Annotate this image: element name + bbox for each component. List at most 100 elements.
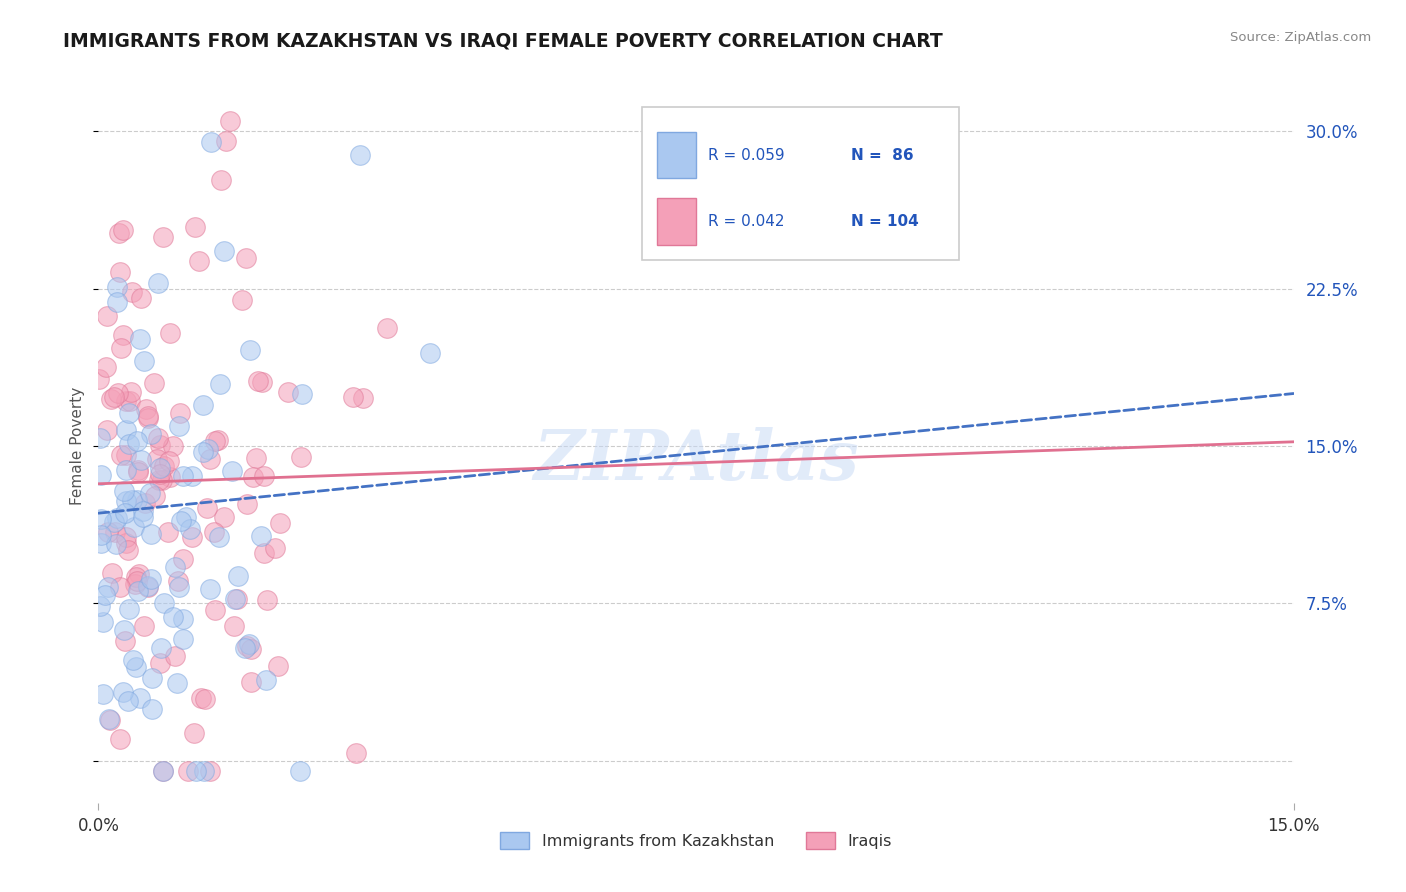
- Point: [191, 398, 214, 412]
- Point: [90, 467, 112, 482]
- Point: [209, 377, 232, 392]
- Point: [136, 580, 159, 594]
- Point: [132, 504, 155, 518]
- Point: [121, 492, 143, 507]
- Point: [118, 406, 141, 420]
- Point: [136, 579, 159, 593]
- Point: [120, 385, 142, 400]
- Text: ZIPAtlas: ZIPAtlas: [533, 426, 859, 494]
- Text: R = 0.042: R = 0.042: [709, 214, 785, 229]
- Bar: [657, 132, 696, 178]
- Point: [143, 489, 166, 503]
- Point: [235, 639, 257, 653]
- Text: N = 104: N = 104: [852, 214, 920, 229]
- Point: [124, 660, 146, 674]
- Point: [96, 309, 118, 323]
- Point: [127, 583, 149, 598]
- Point: [239, 343, 262, 358]
- Point: [127, 463, 149, 477]
- Point: [111, 685, 134, 699]
- Point: [146, 277, 169, 291]
- Point: [152, 764, 174, 779]
- Point: [105, 280, 128, 294]
- Point: [184, 219, 207, 234]
- Point: [148, 431, 170, 445]
- Point: [127, 434, 149, 449]
- Point: [157, 454, 180, 468]
- Point: [149, 438, 172, 452]
- Point: [233, 641, 256, 656]
- Point: [141, 702, 163, 716]
- Point: [105, 295, 128, 310]
- Point: [290, 764, 312, 779]
- Point: [149, 461, 172, 475]
- Text: Source: ZipAtlas.com: Source: ZipAtlas.com: [1230, 31, 1371, 45]
- Point: [124, 577, 146, 591]
- Point: [96, 424, 118, 438]
- Point: [115, 448, 138, 462]
- Point: [200, 135, 222, 149]
- Point: [291, 386, 314, 401]
- Point: [342, 390, 364, 404]
- Point: [136, 410, 159, 425]
- Point: [238, 637, 260, 651]
- Point: [212, 244, 235, 258]
- Point: [136, 409, 159, 423]
- Point: [110, 265, 132, 279]
- Point: [236, 497, 259, 511]
- Point: [153, 459, 176, 474]
- Point: [180, 469, 202, 483]
- Point: [150, 641, 173, 656]
- Point: [162, 610, 184, 624]
- Point: [202, 524, 225, 539]
- Point: [134, 496, 156, 510]
- Point: [114, 536, 136, 550]
- Point: [122, 519, 145, 533]
- Point: [221, 464, 243, 478]
- Point: [197, 442, 219, 457]
- Point: [115, 494, 138, 508]
- Point: [115, 463, 138, 477]
- Point: [344, 746, 367, 760]
- Point: [107, 386, 129, 401]
- Point: [172, 468, 194, 483]
- Point: [118, 393, 141, 408]
- Point: [191, 445, 214, 459]
- Point: [200, 451, 222, 466]
- Point: [212, 510, 235, 524]
- Point: [172, 612, 194, 626]
- Point: [222, 619, 245, 633]
- Point: [254, 673, 277, 688]
- Point: [204, 602, 226, 616]
- Point: [226, 591, 249, 606]
- Point: [169, 581, 191, 595]
- Point: [152, 229, 174, 244]
- Point: [108, 731, 131, 746]
- Point: [172, 552, 194, 566]
- Point: [215, 134, 238, 148]
- Point: [239, 641, 262, 656]
- Point: [129, 292, 152, 306]
- Text: N =  86: N = 86: [852, 148, 914, 162]
- Point: [204, 434, 226, 449]
- Point: [179, 522, 201, 536]
- Point: [263, 541, 285, 555]
- Point: [139, 427, 162, 442]
- Point: [104, 524, 127, 539]
- Point: [242, 470, 264, 484]
- Point: [112, 623, 135, 637]
- Point: [148, 474, 170, 488]
- Point: [177, 764, 200, 779]
- Point: [114, 633, 136, 648]
- Point: [290, 450, 312, 465]
- Point: [152, 764, 174, 779]
- Point: [349, 147, 371, 161]
- Point: [132, 618, 155, 632]
- Point: [198, 582, 221, 596]
- Point: [240, 675, 263, 690]
- Text: R = 0.059: R = 0.059: [709, 148, 785, 162]
- Point: [124, 570, 146, 584]
- Point: [250, 529, 273, 543]
- Point: [226, 569, 249, 583]
- Point: [111, 223, 134, 237]
